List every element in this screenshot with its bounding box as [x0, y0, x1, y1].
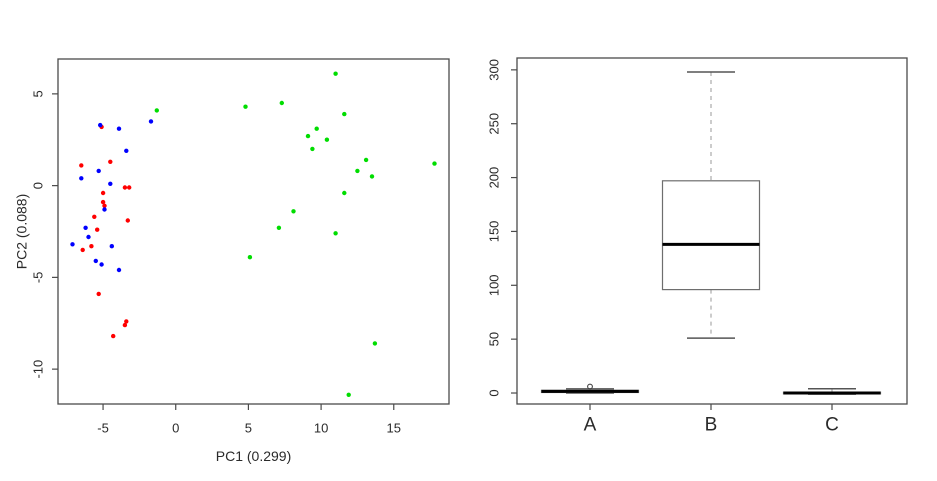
scatter-point-red-group [125, 218, 130, 223]
scatter-y-axis-title: PC2 (0.088) [14, 194, 30, 269]
boxplot-y-tick-label: 150 [487, 221, 502, 243]
scatter-point-red-group [100, 190, 106, 196]
scatter-point-blue-group [102, 207, 107, 212]
scatter-point-green-group [305, 133, 311, 139]
boxplot-y-tick-label: 300 [487, 59, 502, 81]
boxplot-category-label: A [584, 415, 597, 436]
scatter-point-red-group [127, 185, 132, 190]
scatter-point-red-group [95, 227, 100, 232]
boxplot-category-label: B [705, 415, 718, 436]
scatter-point-red-group [96, 291, 101, 297]
scatter-point-red-group [111, 333, 116, 339]
scatter-plot-area: -5 0 5 10 15 -10 -5 0 5 [31, 58, 450, 436]
outlier-point [587, 383, 593, 390]
scatter-point-green-group [333, 231, 338, 236]
scatter-point-red-group [100, 199, 106, 205]
scatter-point-green-group [243, 104, 248, 109]
scatter-y-tick-label: -5 [31, 272, 46, 284]
scatter-point-green-group [333, 71, 338, 76]
boxplot-y-tick-label: 0 [487, 389, 502, 396]
scatter-point-red-group [89, 244, 94, 249]
scatter-point-green-group [346, 392, 351, 397]
scatter-point-red-group [79, 163, 84, 168]
scatter-x-tick-label: 15 [387, 421, 401, 436]
scatter-x-tick-label: 10 [314, 421, 328, 436]
scatter-x-tick-label: -5 [97, 421, 109, 436]
scatter-point-green-group [355, 168, 360, 174]
scatter-point-red-group [124, 319, 129, 324]
boxplot-y-tick-label: 200 [487, 167, 502, 189]
scatter-point-green-group [276, 225, 282, 230]
scatter-x-tick-label: 0 [172, 421, 179, 436]
scatter-point-green-group [279, 100, 284, 106]
scatter-point-green-group [372, 341, 378, 346]
scatter-point-red-group [122, 322, 128, 328]
scatter-x-axis-title: PC1 (0.299) [216, 448, 291, 464]
iqr-box [661, 180, 761, 291]
scatter-point-red-group [102, 203, 107, 208]
scatter-point-blue-group [79, 176, 84, 181]
pca-scatter-plot: -5 0 5 10 15 -10 -5 0 5 PC1 (0.299) PC2 (0.088) [14, 58, 450, 464]
scatter-point-red-group [122, 185, 128, 190]
scatter-point-green-group [432, 161, 437, 166]
scatter-point-blue-group [93, 258, 99, 264]
scatter-point-blue-group [124, 148, 129, 153]
scatter-point-green-group [154, 108, 159, 113]
scatter-y-tick-label: 5 [31, 90, 46, 97]
scatter-point-blue-group [98, 122, 103, 128]
boxplot-y-tick-label: 50 [487, 332, 502, 346]
scatter-point-green-group [363, 157, 369, 163]
scatter-point-green-group [310, 146, 315, 152]
scatter-point-green-group [342, 190, 347, 196]
group-boxplot: 0 50 100 150 200 250 300 A B C [487, 57, 908, 436]
scatter-point-red-group [108, 159, 113, 164]
scatter-point-blue-group [108, 181, 113, 186]
scatter-point-blue-group [86, 234, 91, 240]
scatter-point-blue-group [109, 244, 115, 249]
boxplot-plot-area: 0 50 100 150 200 250 300 A B C [487, 57, 908, 436]
scatter-point-blue-group [99, 262, 104, 267]
boxplot-category-label: C [825, 415, 839, 436]
scatter-point-green-group [324, 137, 330, 142]
scatter-point-red-group [80, 247, 85, 253]
scatter-point-red-group [92, 214, 97, 219]
scatter-point-green-group [314, 126, 319, 131]
scatter-point-green-group [342, 111, 347, 117]
scatter-point-blue-group [70, 242, 75, 247]
scatter-point-green-group [291, 209, 296, 214]
scatter-point-blue-group [116, 126, 122, 131]
scatter-plot-border [57, 58, 450, 405]
scatter-point-blue-group [96, 168, 101, 174]
boxplot-y-tick-label: 100 [487, 274, 502, 296]
scatter-y-tick-label: 0 [31, 182, 46, 189]
scatter-point-blue-group [148, 119, 154, 124]
scatter-point-blue-group [83, 225, 88, 230]
scatter-point-green-group [247, 255, 253, 260]
scatter-point-green-group [369, 174, 375, 179]
scatter-y-tick-label: -10 [31, 360, 46, 379]
scatter-x-tick-label: 5 [245, 421, 252, 436]
boxplot-y-tick-label: 250 [487, 113, 502, 135]
scatter-point-blue-group [116, 267, 122, 273]
